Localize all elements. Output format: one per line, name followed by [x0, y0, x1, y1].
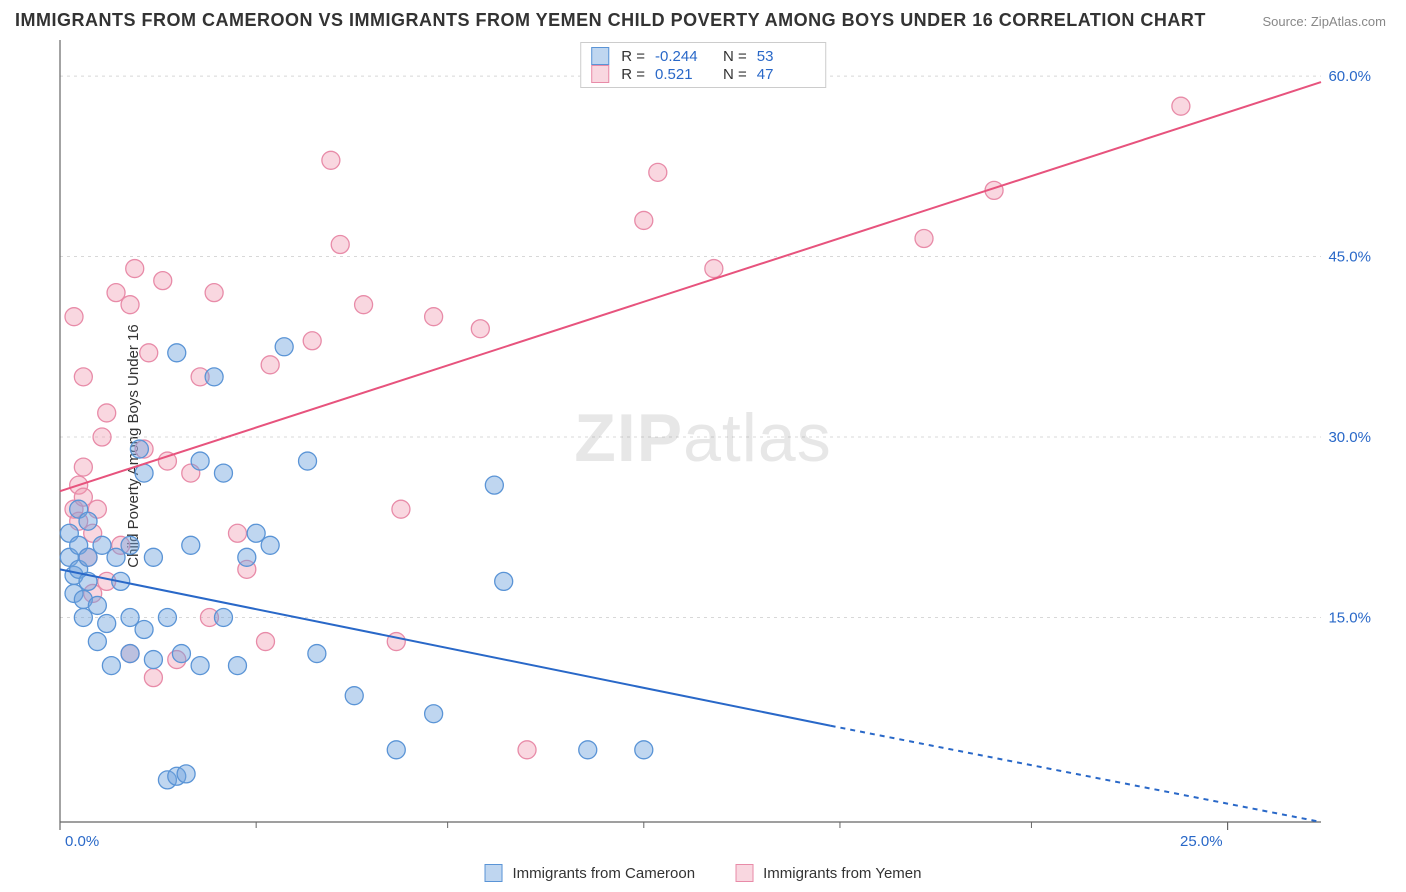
n-label: N = [723, 66, 747, 83]
source-attribution: Source: ZipAtlas.com [1262, 14, 1386, 29]
swatch-cameroon-icon [485, 864, 503, 882]
svg-text:25.0%: 25.0% [1180, 833, 1223, 850]
legend-row-cameroon: R = -0.244 N = 53 [591, 47, 815, 65]
n-label: N = [723, 48, 747, 65]
svg-text:60.0%: 60.0% [1328, 68, 1371, 85]
r-label: R = [621, 48, 645, 65]
r-label: R = [621, 66, 645, 83]
swatch-yemen-icon [735, 864, 753, 882]
scatter-chart-svg: 15.0% 30.0% 45.0% 60.0% 0.0% 25.0% [50, 40, 1391, 852]
legend-item-yemen: Immigrants from Yemen [735, 864, 921, 882]
source-link[interactable]: ZipAtlas.com [1311, 14, 1386, 29]
r-value-cameroon: -0.244 [655, 48, 713, 65]
legend-row-yemen: R = 0.521 N = 47 [591, 65, 815, 83]
legend-label-cameroon: Immigrants from Cameroon [513, 865, 696, 882]
svg-text:15.0%: 15.0% [1328, 609, 1371, 626]
source-prefix: Source: [1262, 14, 1310, 29]
series-legend: Immigrants from Cameroon Immigrants from… [485, 864, 922, 882]
legend-label-yemen: Immigrants from Yemen [763, 865, 921, 882]
svg-text:45.0%: 45.0% [1328, 249, 1371, 266]
correlation-legend: R = -0.244 N = 53 R = 0.521 N = 47 [580, 42, 826, 88]
chart-plot-area: 15.0% 30.0% 45.0% 60.0% 0.0% 25.0% [50, 40, 1391, 852]
svg-text:0.0%: 0.0% [65, 833, 99, 850]
n-value-yemen: 47 [757, 66, 815, 83]
swatch-cameroon [591, 47, 609, 65]
legend-item-cameroon: Immigrants from Cameroon [485, 864, 696, 882]
chart-title: IMMIGRANTS FROM CAMEROON VS IMMIGRANTS F… [15, 10, 1206, 31]
swatch-yemen [591, 65, 609, 83]
n-value-cameroon: 53 [757, 48, 815, 65]
svg-text:30.0%: 30.0% [1328, 429, 1371, 446]
r-value-yemen: 0.521 [655, 66, 713, 83]
